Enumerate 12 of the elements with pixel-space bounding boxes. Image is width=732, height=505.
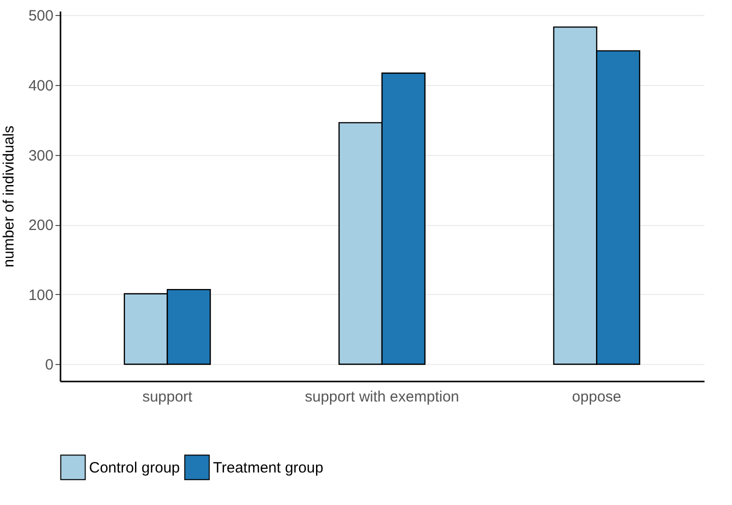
x-tick-label: support with exemption — [304, 388, 460, 406]
x-tick-label: support — [142, 388, 194, 406]
y-tick-label: 500 — [28, 8, 54, 25]
legend-label: Control group — [89, 459, 180, 476]
legend-label: Treatment group — [213, 459, 324, 476]
y-axis-title: number of individuals — [0, 126, 18, 268]
x-tick-label: oppose — [572, 388, 622, 406]
y-tick-label: 0 — [45, 356, 54, 374]
y-tick-label: 100 — [28, 286, 54, 304]
y-tick-label: 400 — [28, 78, 54, 94]
y-tick-label: 200 — [28, 217, 54, 234]
y-tick-label: 300 — [28, 147, 54, 164]
